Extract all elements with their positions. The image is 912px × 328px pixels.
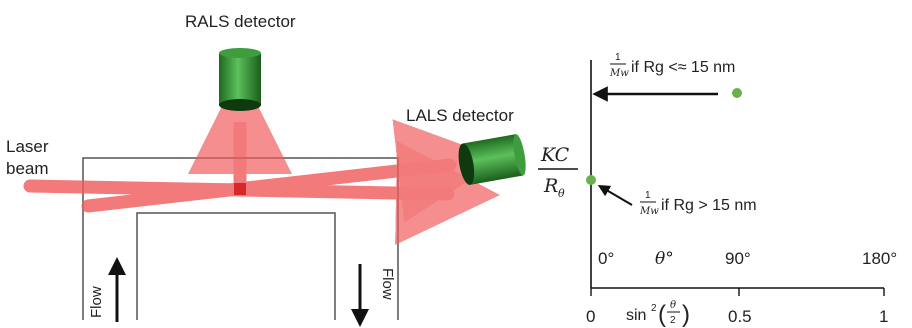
x-tick-label-max: 1 — [879, 307, 888, 326]
data-point-90deg — [732, 88, 742, 98]
data-point-intercept — [586, 175, 596, 185]
laser-label-line1: Laser — [6, 137, 49, 156]
x-label-sin: sin — [626, 307, 646, 324]
annot-top-text: if Rg <≈ 15 nm — [631, 59, 735, 76]
rals-label: RALS detector — [185, 12, 296, 31]
left-angle-scattered-beam — [81, 119, 502, 223]
angle-label-90: 90° — [725, 249, 751, 268]
flow-in-label: Flow — [88, 286, 105, 318]
x-axis-label: sin 2 ( θ 2 ) — [626, 300, 690, 328]
laser-label-line2: beam — [6, 159, 49, 178]
annot-bottom-frac-den: Mw — [639, 206, 659, 217]
x-label-frac-den: 2 — [670, 315, 676, 326]
annot-bottom-text: if Rg > 15 nm — [661, 197, 757, 214]
flow-cell-inner-frame — [136, 212, 336, 320]
annot-top-frac-den: Mw — [609, 68, 629, 79]
angle-label-0: 0° — [598, 249, 614, 268]
y-label-denominator: R — [543, 175, 558, 197]
x-label-frac-num: θ — [670, 300, 676, 311]
rals-detector — [219, 48, 261, 111]
y-label-denominator-sub: θ — [558, 187, 565, 200]
angle-label-180: 180° — [862, 249, 897, 268]
annot-bottom-frac-num: 1 — [645, 190, 651, 201]
annot-top-frac-num: 1 — [615, 52, 621, 63]
scattering-center — [234, 183, 246, 195]
x-label-paren-open: ( — [658, 301, 666, 328]
y-label-numerator: KC — [540, 144, 570, 166]
annotation-top: 1 Mw if Rg <≈ 15 nm — [609, 52, 735, 79]
lals-detector — [458, 134, 526, 185]
plot-axes — [590, 60, 885, 296]
x-label-paren-close: ) — [682, 301, 690, 328]
annotation-bottom: 1 Mw if Rg > 15 nm — [639, 190, 757, 217]
x-label-exp: 2 — [651, 303, 657, 314]
x-tick-label-mid: 0.5 — [728, 307, 752, 326]
angle-label-theta: θ° — [655, 249, 674, 269]
annot-arrow-bottom — [597, 184, 633, 206]
y-axis-label: KC R θ — [538, 144, 578, 200]
lals-label: LALS detector — [406, 106, 514, 125]
x-tick-label-0: 0 — [586, 307, 595, 326]
flow-out-label: Flow — [379, 268, 396, 300]
